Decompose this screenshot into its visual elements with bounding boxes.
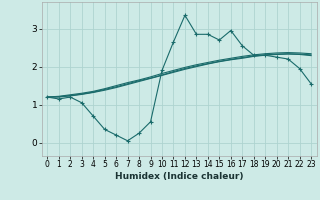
X-axis label: Humidex (Indice chaleur): Humidex (Indice chaleur) bbox=[115, 172, 244, 181]
